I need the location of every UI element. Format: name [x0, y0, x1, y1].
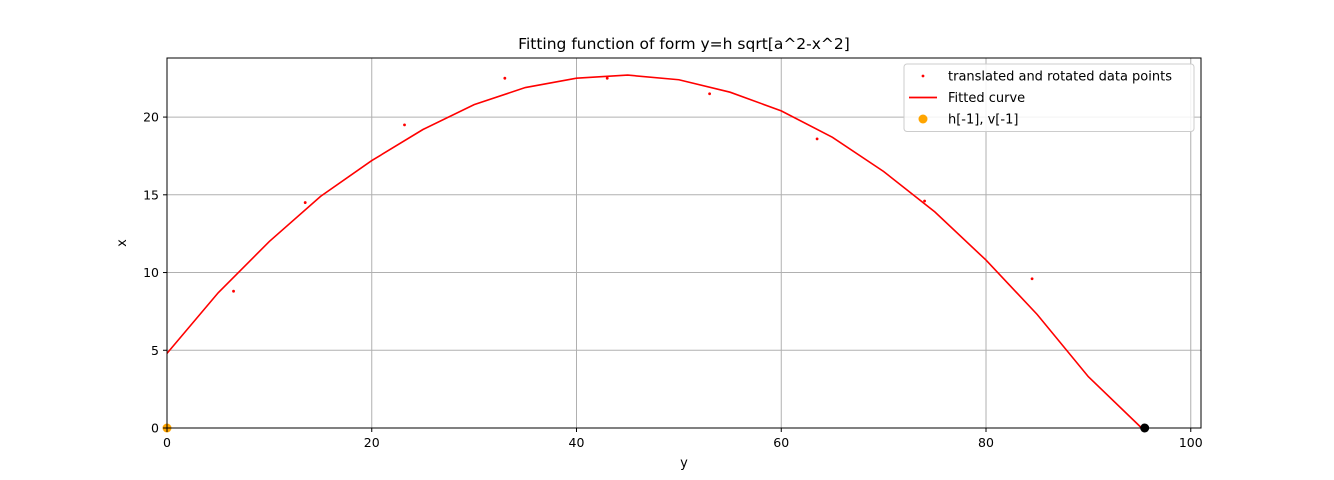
data-point: [232, 289, 235, 293]
legend-box: [903, 63, 1195, 132]
chart-title: Fitting function of form y=h sqrt[a^2-x^…: [518, 35, 850, 53]
data-point: [923, 199, 926, 203]
x-tick-label: 0: [163, 435, 171, 450]
legend-marker-swatch: [918, 114, 928, 124]
data-point: [303, 201, 307, 204]
y-axis-label: x: [115, 239, 130, 247]
y-tick-label: 0: [151, 421, 159, 436]
data-point: [403, 123, 406, 127]
x-tick-label: 100: [1179, 435, 1203, 450]
x-tick-label: 20: [364, 435, 380, 450]
data-point: [1030, 277, 1034, 281]
x-tick-label: 80: [978, 435, 994, 450]
y-tick-label: 20: [143, 110, 159, 125]
fitted-curve-line: [166, 74, 1143, 429]
legend: translated and rotated data points Fitted…: [903, 63, 1195, 132]
legend-marker-swatch: [921, 74, 925, 78]
plot-frame: [166, 57, 1202, 429]
x-tick-label: 60: [773, 435, 789, 450]
legend-entry-label: Fitted curve: [948, 91, 1025, 106]
data-point: [815, 137, 819, 141]
y-tick-label: 5: [151, 343, 159, 358]
data-point: [708, 92, 711, 96]
x-tick-label: 40: [569, 435, 585, 450]
data-point: [605, 76, 609, 80]
data-point: [503, 76, 507, 80]
y-tick-label: 15: [143, 187, 159, 202]
x-axis-label: y: [680, 456, 688, 471]
y-tick-label: 10: [143, 265, 159, 280]
axis-ticks: 0 20 40 60 80 100 0 5 10 15 20: [143, 110, 1203, 450]
legend-entry-label: translated and rotated data points: [948, 70, 1172, 85]
legend-entry-label: h[-1], v[-1]: [948, 113, 1018, 128]
